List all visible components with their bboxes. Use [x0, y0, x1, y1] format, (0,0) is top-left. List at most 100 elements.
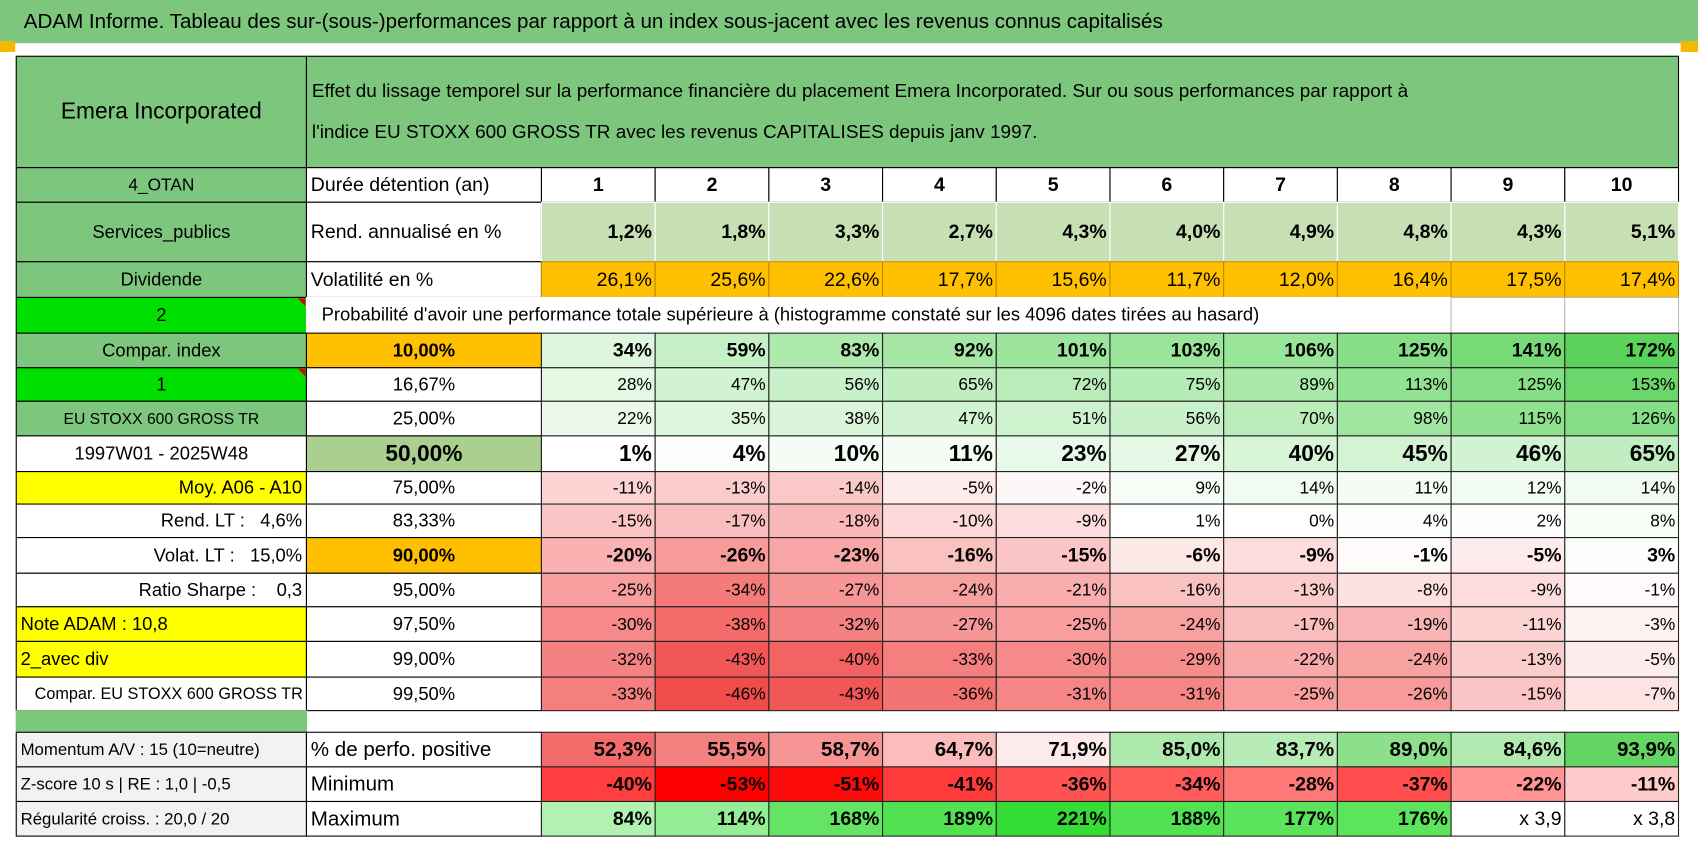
- cell: [995, 367, 1111, 402]
- cell: [305, 55, 1680, 169]
- cell: [768, 167, 884, 203]
- quantile-value: -46%: [725, 684, 765, 704]
- cell: [540, 676, 656, 712]
- cell: [540, 800, 656, 837]
- cell: [654, 367, 770, 402]
- cell: [1564, 261, 1680, 298]
- quantile-value: 56%: [845, 374, 880, 394]
- quantile-value: 45%: [1402, 440, 1448, 466]
- value-cell: -36%: [1061, 773, 1106, 795]
- value-cell: 1,2%: [607, 221, 651, 243]
- quantile-value: 83%: [840, 340, 879, 362]
- quantile-level: 16,67%: [393, 373, 455, 394]
- cell: [882, 503, 997, 539]
- value-cell: 17,4%: [1620, 269, 1675, 291]
- cell: [305, 471, 542, 505]
- quantile-value: -16%: [948, 545, 993, 567]
- quantile-value: -24%: [953, 580, 993, 600]
- quantile-value: 72%: [1072, 374, 1107, 394]
- quantile-value: 126%: [1631, 408, 1675, 428]
- cell: [1223, 537, 1338, 574]
- cell: [1450, 537, 1566, 574]
- quantile-value: -19%: [1407, 614, 1447, 634]
- indicator-label: Z-score 10 s | RE : 1,0 | -0,5: [21, 775, 231, 794]
- cell: [540, 766, 656, 803]
- quantile-value: 11%: [1414, 477, 1447, 497]
- quantile-value: 98%: [1413, 408, 1448, 428]
- quantile-value: 47%: [958, 408, 993, 428]
- quantile-value: -11%: [1522, 614, 1561, 634]
- year-header: 2: [707, 174, 718, 196]
- cell: [882, 731, 997, 768]
- quantile-value: 23%: [1061, 440, 1107, 466]
- quantile-value: -8%: [1417, 580, 1448, 600]
- cell: [1450, 435, 1566, 473]
- description-line: l'indice EU STOXX 600 GROSS TR avec les …: [312, 122, 1038, 143]
- quantile-value: 4%: [733, 440, 766, 466]
- cell: [882, 640, 997, 678]
- cell: [995, 640, 1111, 678]
- cell: [15, 537, 308, 574]
- cell: [1109, 731, 1225, 768]
- cell: [1450, 676, 1566, 712]
- quantile-value: 38%: [845, 408, 880, 428]
- quantile-value: -2%: [1076, 477, 1107, 497]
- quantile-value: 172%: [1625, 340, 1675, 362]
- value-cell: 188%: [1171, 808, 1221, 830]
- cell: [1450, 201, 1566, 263]
- side-label: 2: [156, 304, 166, 325]
- cell: [1450, 167, 1566, 203]
- quantile-value: -38%: [725, 614, 765, 634]
- quantile-value: -15%: [1061, 545, 1106, 567]
- cell: [654, 471, 770, 505]
- side-label: Compar. index: [102, 339, 221, 360]
- value-cell: x 3,9: [1519, 808, 1561, 830]
- cell: [540, 261, 656, 298]
- quantile-value: -16%: [1180, 580, 1220, 600]
- value-cell: 177%: [1284, 808, 1334, 830]
- value-cell: 4,3%: [1517, 221, 1561, 243]
- side-label: 1997W01 - 2025W48: [74, 443, 248, 464]
- value-cell: -53%: [720, 773, 765, 795]
- cell: [995, 676, 1111, 712]
- cell: [305, 676, 542, 712]
- cell: [768, 400, 884, 437]
- quantile-level: 50,00%: [385, 440, 462, 466]
- value-cell: 83,7%: [1276, 738, 1334, 761]
- cell: [15, 676, 308, 712]
- cell: [1223, 471, 1338, 505]
- quantile-value: -9%: [1076, 510, 1107, 530]
- quantile-value: -17%: [725, 510, 765, 530]
- quantile-value: -9%: [1299, 545, 1334, 567]
- quantile-value: 115%: [1519, 408, 1562, 428]
- value-cell: 89,0%: [1390, 738, 1448, 761]
- cell: [1223, 800, 1338, 837]
- quantile-value: -30%: [1066, 649, 1106, 669]
- quantile-value: -31%: [1066, 684, 1106, 704]
- row-label: Minimum: [311, 773, 394, 796]
- side-label: Dividende: [120, 269, 202, 290]
- cell: [995, 537, 1111, 574]
- cell: [768, 800, 884, 837]
- quantile-value: 47%: [731, 374, 766, 394]
- cell: [1336, 400, 1452, 437]
- cell: [1450, 296, 1566, 334]
- indicator-label: Régularité croiss. : 20,0 / 20: [21, 809, 230, 828]
- quantile-value: 153%: [1631, 374, 1675, 394]
- quantile-value: 125%: [1398, 340, 1448, 362]
- cell: [540, 167, 656, 203]
- cell: [768, 435, 884, 473]
- cell: [1564, 296, 1680, 334]
- cell: [305, 800, 542, 837]
- quantile-value: -22%: [1294, 649, 1334, 669]
- quantile-value: 11%: [949, 440, 993, 466]
- quantile-value: -40%: [839, 649, 879, 669]
- cell: [1336, 640, 1452, 678]
- quantile-level: 10,00%: [393, 339, 455, 360]
- cell: [654, 766, 770, 803]
- cell: [1450, 367, 1566, 402]
- cell: [995, 471, 1111, 505]
- cell: [995, 606, 1111, 642]
- cell: [1109, 261, 1225, 298]
